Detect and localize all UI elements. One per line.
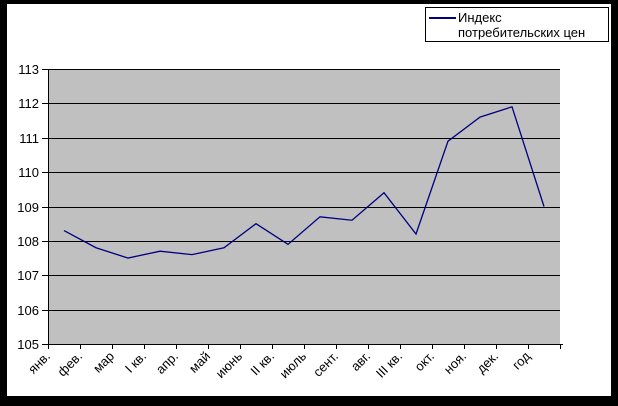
y-axis-label: 112: [18, 96, 39, 111]
x-axis-label: окт.: [412, 349, 438, 375]
x-axis-label: сент.: [310, 349, 341, 380]
legend: Индекс потребительских цен: [425, 7, 609, 42]
x-axis-label: мар: [90, 349, 117, 376]
y-axis-label: 109: [17, 200, 39, 215]
y-axis-label: 107: [17, 268, 39, 283]
x-axis-label: июнь: [213, 348, 246, 381]
x-axis-label: янв.: [25, 349, 53, 377]
y-axis-label: 108: [17, 234, 39, 249]
x-axis-label: III кв.: [373, 349, 405, 381]
x-axis-label: авг.: [348, 349, 373, 374]
series-line: [63, 105, 545, 259]
y-axis-label: 105: [17, 337, 39, 352]
legend-label: Индекс потребительских цен: [458, 10, 586, 40]
y-axis-label: 111: [19, 131, 39, 146]
x-axis-label: апр.: [153, 349, 181, 377]
x-axis-label: I кв.: [122, 349, 149, 376]
x-axis-label: год: [509, 348, 533, 372]
x-axis-label: май: [186, 349, 213, 376]
x-axis-label: ноя.: [441, 349, 469, 377]
legend-line-sample-icon: [429, 17, 456, 19]
x-axis-label: фев.: [54, 349, 85, 380]
y-axis-label: 106: [17, 303, 39, 318]
y-axis-label: 110: [18, 165, 39, 180]
y-axis-label: 113: [18, 62, 39, 77]
x-axis-label: июль: [277, 348, 310, 381]
x-axis-label: дек.: [473, 349, 501, 377]
plot-area: [48, 69, 560, 344]
x-axis-label: II кв.: [247, 349, 277, 379]
